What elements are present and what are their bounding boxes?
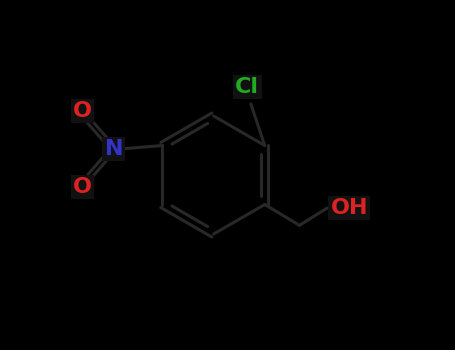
Text: O: O (73, 101, 92, 121)
Text: N: N (105, 139, 123, 159)
Text: OH: OH (331, 198, 368, 218)
Text: O: O (73, 177, 92, 197)
Text: Cl: Cl (235, 77, 259, 97)
